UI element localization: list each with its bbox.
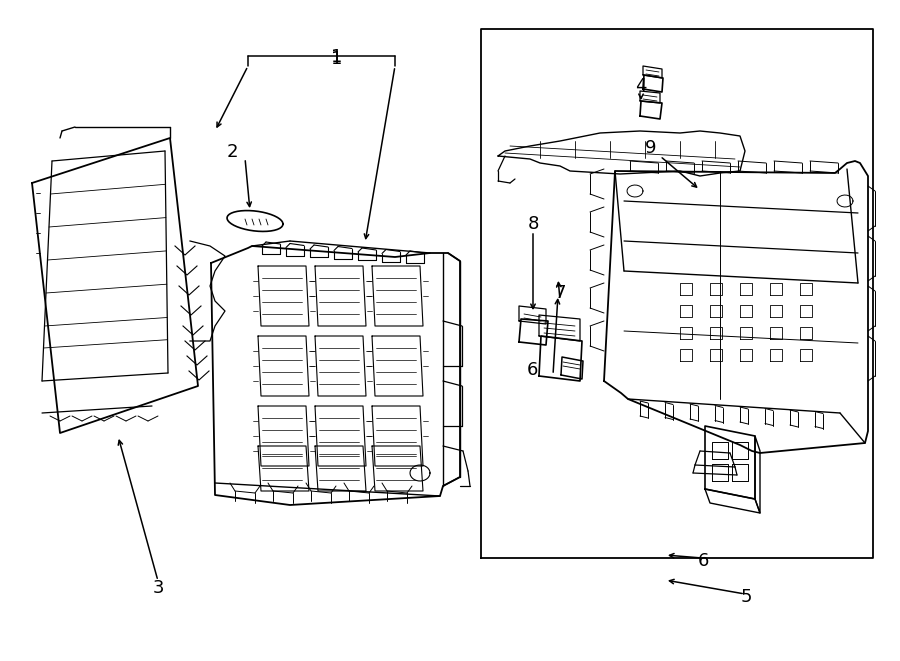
Text: 2: 2 xyxy=(226,143,238,161)
Text: 1: 1 xyxy=(331,50,343,68)
Text: 4: 4 xyxy=(635,77,647,95)
Text: 6: 6 xyxy=(526,361,537,379)
Text: 5: 5 xyxy=(740,588,752,606)
Text: 7: 7 xyxy=(554,284,566,302)
Text: 1: 1 xyxy=(331,48,343,66)
Text: 9: 9 xyxy=(645,139,657,157)
Text: 3: 3 xyxy=(152,579,164,597)
Text: 6: 6 xyxy=(698,552,708,570)
Text: 8: 8 xyxy=(527,215,539,233)
